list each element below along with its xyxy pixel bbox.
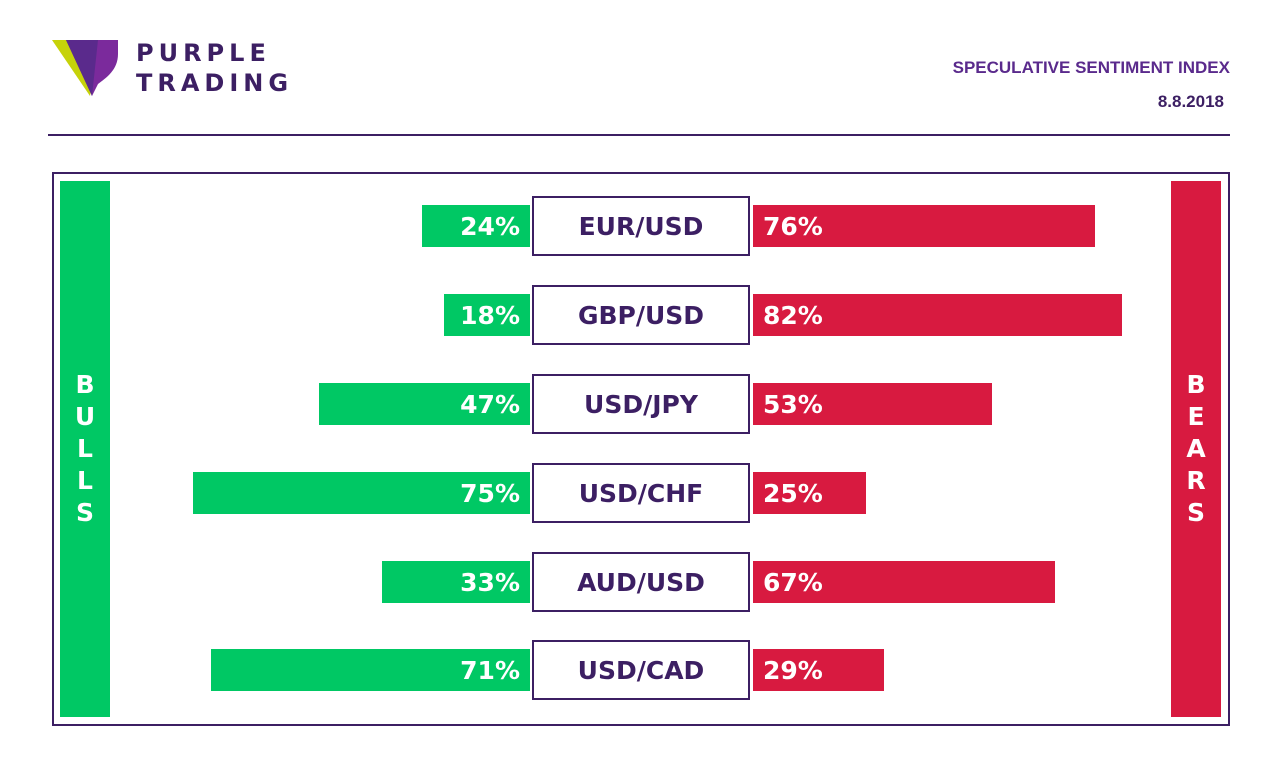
bears-label-letter: R <box>1186 466 1206 495</box>
bears-value-label: 25% <box>763 478 823 508</box>
bulls-bar: 33% <box>381 561 530 603</box>
bulls-label-letter: U <box>74 402 96 431</box>
bears-bar: 29% <box>753 649 884 691</box>
purple-trading-logo-icon <box>52 40 118 96</box>
bulls-label-letter: S <box>75 498 94 527</box>
currency-pair-label: USD/CAD <box>532 640 750 700</box>
bears-label-letter: S <box>1186 498 1205 527</box>
bears-bar: 76% <box>753 205 1095 247</box>
bulls-bar: 47% <box>318 383 530 425</box>
chart-row: 75% 25% USD/CHF <box>0 463 1280 523</box>
chart-row: 71% 29% USD/CAD <box>0 640 1280 700</box>
bears-value-label: 29% <box>763 655 823 685</box>
bulls-value-label: 18% <box>460 300 520 330</box>
bears-bar: 25% <box>753 472 866 514</box>
currency-pair-label: USD/JPY <box>532 374 750 434</box>
chart-row: 24% 76% EUR/USD <box>0 196 1280 256</box>
brand-line-1: PURPLE <box>136 39 271 67</box>
report-date: 8.8.2018 <box>1157 92 1224 111</box>
bulls-value-label: 33% <box>460 567 520 597</box>
bears-bar: 82% <box>753 294 1122 336</box>
currency-pair-label: USD/CHF <box>532 463 750 523</box>
bulls-bar: 71% <box>210 649 530 691</box>
bulls-bar: 24% <box>422 205 530 247</box>
bears-bar: 67% <box>753 561 1055 603</box>
bulls-bar: 75% <box>192 472 530 514</box>
bears-value-label: 82% <box>763 300 823 330</box>
bulls-value-label: 47% <box>460 389 520 419</box>
currency-pair-label: GBP/USD <box>532 285 750 345</box>
bears-bar: 53% <box>753 383 992 425</box>
bulls-value-label: 75% <box>460 478 520 508</box>
bulls-label-letter: L <box>77 434 93 463</box>
bears-value-label: 76% <box>763 211 823 241</box>
bulls-label-letter: B <box>75 370 95 399</box>
chart-row: 33% 67% AUD/USD <box>0 552 1280 612</box>
chart-row: 47% 53% USD/JPY <box>0 374 1280 434</box>
chart-row: 18% 82% GBP/USD <box>0 285 1280 345</box>
brand-wordmark: PURPLE TRADING <box>136 38 293 98</box>
currency-pair-label: AUD/USD <box>532 552 750 612</box>
chart-frame <box>52 172 1230 726</box>
bears-label-letter: A <box>1186 434 1206 463</box>
bears-value-label: 67% <box>763 567 823 597</box>
bulls-value-label: 71% <box>460 655 520 685</box>
brand-line-2: TRADING <box>136 69 294 97</box>
bears-label-letter: B <box>1186 370 1206 399</box>
bulls-label-letter: L <box>77 466 93 495</box>
header-divider <box>48 134 1230 136</box>
bears-value-label: 53% <box>763 389 823 419</box>
bulls-bar: 18% <box>444 294 530 336</box>
report-title: SPECULATIVE SENTIMENT INDEX <box>952 58 1230 77</box>
currency-pair-label: EUR/USD <box>532 196 750 256</box>
bulls-value-label: 24% <box>460 211 520 241</box>
bears-label-letter: E <box>1187 402 1205 431</box>
